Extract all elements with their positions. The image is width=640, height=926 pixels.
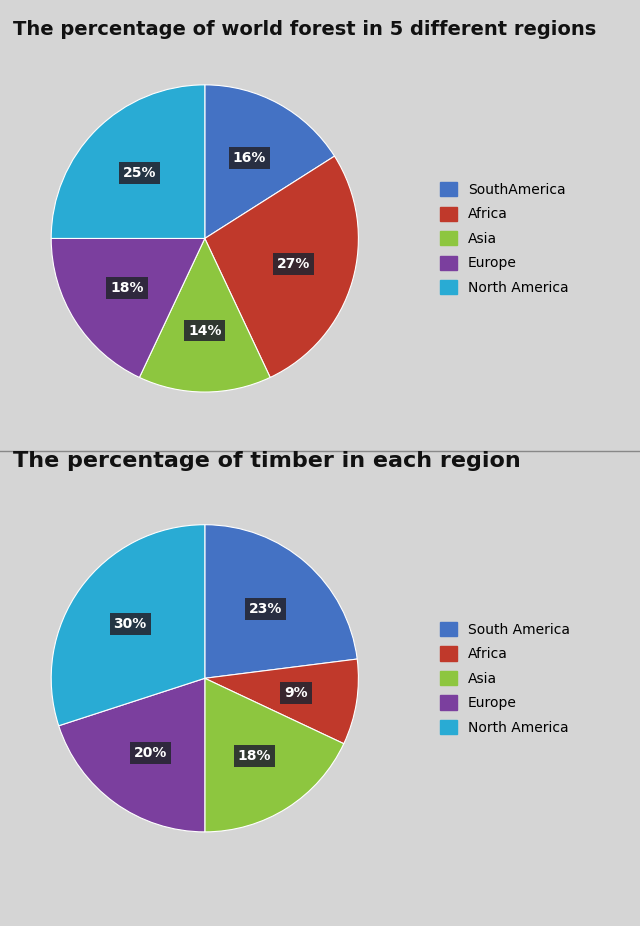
Wedge shape [59,678,205,832]
Text: 14%: 14% [188,323,221,338]
Text: 16%: 16% [232,151,266,165]
Text: The percentage of world forest in 5 different regions: The percentage of world forest in 5 diff… [13,20,596,40]
Legend: SouthAmerica, Africa, Asia, Europe, North America: SouthAmerica, Africa, Asia, Europe, Nort… [435,177,574,300]
Text: 9%: 9% [284,686,308,700]
Text: 30%: 30% [114,617,147,632]
Legend: South America, Africa, Asia, Europe, North America: South America, Africa, Asia, Europe, Nor… [435,617,575,740]
Text: 27%: 27% [276,257,310,271]
Wedge shape [51,525,205,726]
Wedge shape [205,659,358,744]
Text: 25%: 25% [123,167,156,181]
Text: 23%: 23% [249,602,282,616]
Text: 20%: 20% [134,745,167,760]
Text: 18%: 18% [237,749,271,763]
Wedge shape [205,85,335,238]
Wedge shape [205,678,344,832]
Text: 18%: 18% [110,281,144,294]
Wedge shape [205,525,357,678]
Wedge shape [51,85,205,238]
Wedge shape [205,156,358,378]
Text: The percentage of timber in each region: The percentage of timber in each region [13,451,520,471]
Wedge shape [140,238,270,392]
Wedge shape [51,238,205,378]
